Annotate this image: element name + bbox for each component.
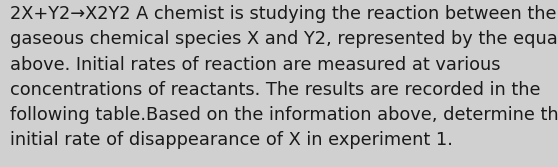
- Text: 2X+Y2→X2Y2 A chemist is studying the reaction between the
gaseous chemical speci: 2X+Y2→X2Y2 A chemist is studying the rea…: [10, 5, 558, 149]
